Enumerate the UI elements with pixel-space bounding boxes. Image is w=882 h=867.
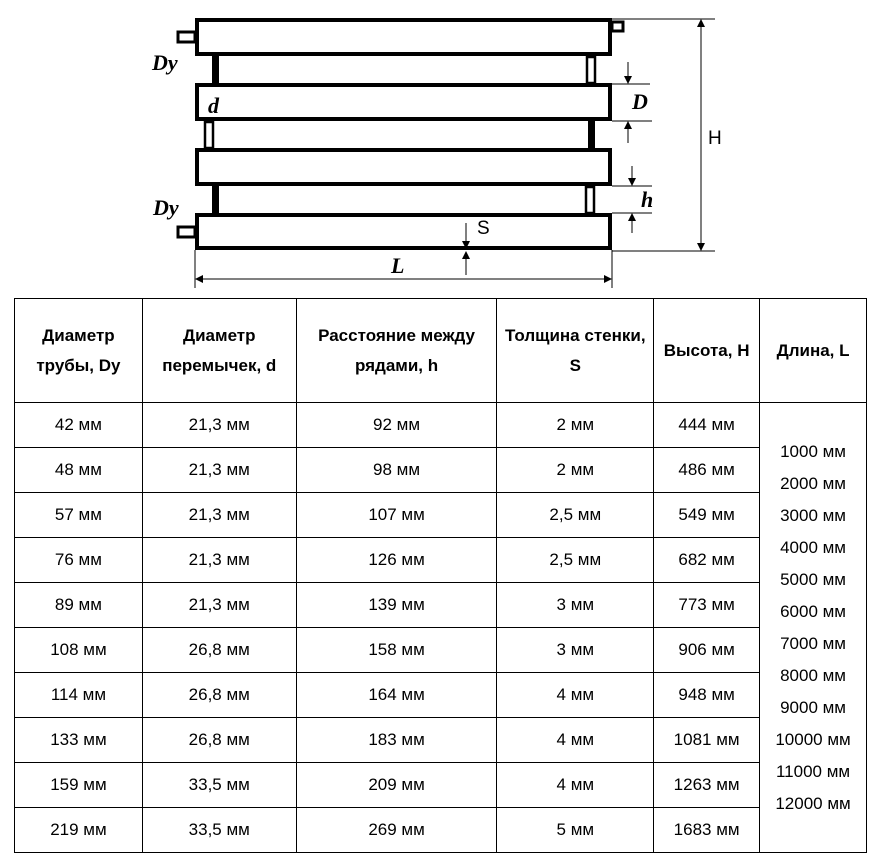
length-option: 5000 мм [780,569,846,589]
pipe-row-3 [195,148,612,186]
cell-s: 4 мм [496,717,655,763]
nozzle-top-left [176,30,197,44]
cell-d: 33,5 мм [141,762,297,808]
cell-height: 1081 мм [653,717,761,763]
radiator-diagram: Dy d Dy D h S H L [151,18,722,288]
cell-dy: 114 мм [14,672,143,718]
cell-height: 444 мм [653,402,761,448]
nozzle-top-right [610,20,625,33]
label-dy-bottom: Dy [152,195,179,220]
cell-d: 21,3 мм [141,492,297,538]
cell-s: 5 мм [496,807,655,853]
label-D: D [631,89,648,114]
table-row: 76 мм 21,3 мм 126 мм 2,5 мм 682 мм [14,537,867,583]
table-row: 48 мм 21,3 мм 98 мм 2 мм 486 мм [14,447,867,493]
cell-dy: 89 мм [14,582,143,628]
table-row: 133 мм 26,8 мм 183 мм 4 мм 1081 мм [14,717,867,763]
cell-h: 164 мм [295,672,498,718]
label-h: h [641,187,653,212]
header-d: Диаметр перемычек, d [141,298,297,403]
cell-height: 948 мм [653,672,761,718]
table-row: 42 мм 21,3 мм 92 мм 2 мм 444 мм 1000 мм 2000 м… [14,402,867,853]
jumpers [203,55,597,215]
table-row: 57 мм 21,3 мм 107 мм 2,5 мм 549 мм [14,492,867,538]
cell-h: 126 мм [295,537,498,583]
label-L: L [390,253,404,278]
length-option: 6000 мм [780,601,846,621]
cell-s: 2 мм [496,447,655,493]
cell-s: 2,5 мм [496,492,655,538]
length-option: 4000 мм [780,537,846,557]
pipe-row-1 [195,18,612,56]
header-length: Длина, L [759,298,867,403]
cell-d: 26,8 мм [141,717,297,763]
cell-h: 92 мм [295,402,498,448]
cell-dy: 57 мм [14,492,143,538]
length-option: 10000 мм [775,729,851,749]
cell-d: 21,3 мм [141,447,297,493]
length-option: 2000 мм [780,473,846,493]
cell-height: 773 мм [653,582,761,628]
length-option: 3000 мм [780,505,846,525]
length-option: 12000 мм [775,793,851,813]
table-row: 108 мм 26,8 мм 158 мм 3 мм 906 мм [14,627,867,673]
cell-dy: 108 мм [14,627,143,673]
length-option: 9000 мм [780,697,846,717]
cell-dy: 219 мм [14,807,143,853]
cell-h: 183 мм [295,717,498,763]
cell-s: 3 мм [496,582,655,628]
cell-s: 2,5 мм [496,537,655,583]
cell-dy: 42 мм [14,402,143,448]
cell-d: 21,3 мм [141,582,297,628]
length-option: 11000 мм [775,761,851,781]
cell-s: 4 мм [496,672,655,718]
cell-d: 26,8 мм [141,627,297,673]
pipe-row-4 [195,213,612,250]
header-row: Диаметр трубы, Dy Диаметр перемычек, d Р… [14,298,867,403]
cell-height: 1263 мм [653,762,761,808]
header-s: Толщина стенки, S [496,298,655,403]
cell-h: 107 мм [295,492,498,538]
label-d: d [208,93,220,118]
cell-s: 4 мм [496,762,655,808]
cell-d: 26,8 мм [141,672,297,718]
header-h: Расстояние между рядами, h [295,298,498,403]
length-option: 8000 мм [780,665,846,685]
table-row: 219 мм 33,5 мм 269 мм 5 мм 1683 мм [14,807,867,853]
cell-height: 486 мм [653,447,761,493]
cell-h: 139 мм [295,582,498,628]
specs-table: Диаметр трубы, Dy Диаметр перемычек, d Р… [14,298,867,853]
cell-h: 209 мм [295,762,498,808]
cell-dy: 76 мм [14,537,143,583]
header-height: Высота, H [653,298,761,403]
pipe-row-2 [195,83,612,121]
length-option: 1000 мм [780,441,846,461]
length-option: 7000 мм [780,633,846,653]
table-row: 114 мм 26,8 мм 164 мм 4 мм 948 мм [14,672,867,718]
cell-dy: 133 мм [14,717,143,763]
label-dy-top: Dy [151,50,178,75]
cell-s: 2 мм [496,402,655,448]
nozzle-bottom-left [176,225,197,239]
cell-h: 158 мм [295,627,498,673]
cell-height: 549 мм [653,492,761,538]
cell-d: 21,3 мм [141,537,297,583]
cell-d: 33,5 мм [141,807,297,853]
cell-height: 682 мм [653,537,761,583]
cell-dy: 48 мм [14,447,143,493]
cell-h: 98 мм [295,447,498,493]
label-S: S [477,218,490,239]
label-H: H [708,128,722,149]
cell-h: 269 мм [295,807,498,853]
table-row: 89 мм 21,3 мм 139 мм 3 мм 773 мм [14,582,867,628]
cell-lengths: 1000 мм 2000 мм 3000 мм 4000 мм 5000 мм 6000 … [759,402,867,853]
table-row: 159 мм 33,5 мм 209 мм 4 мм 1263 мм [14,762,867,808]
cell-height: 906 мм [653,627,761,673]
cell-d: 21,3 мм [141,402,297,448]
cell-s: 3 мм [496,627,655,673]
header-dy: Диаметр трубы, Dy [14,298,143,403]
cell-dy: 159 мм [14,762,143,808]
cell-height: 1683 мм [653,807,761,853]
